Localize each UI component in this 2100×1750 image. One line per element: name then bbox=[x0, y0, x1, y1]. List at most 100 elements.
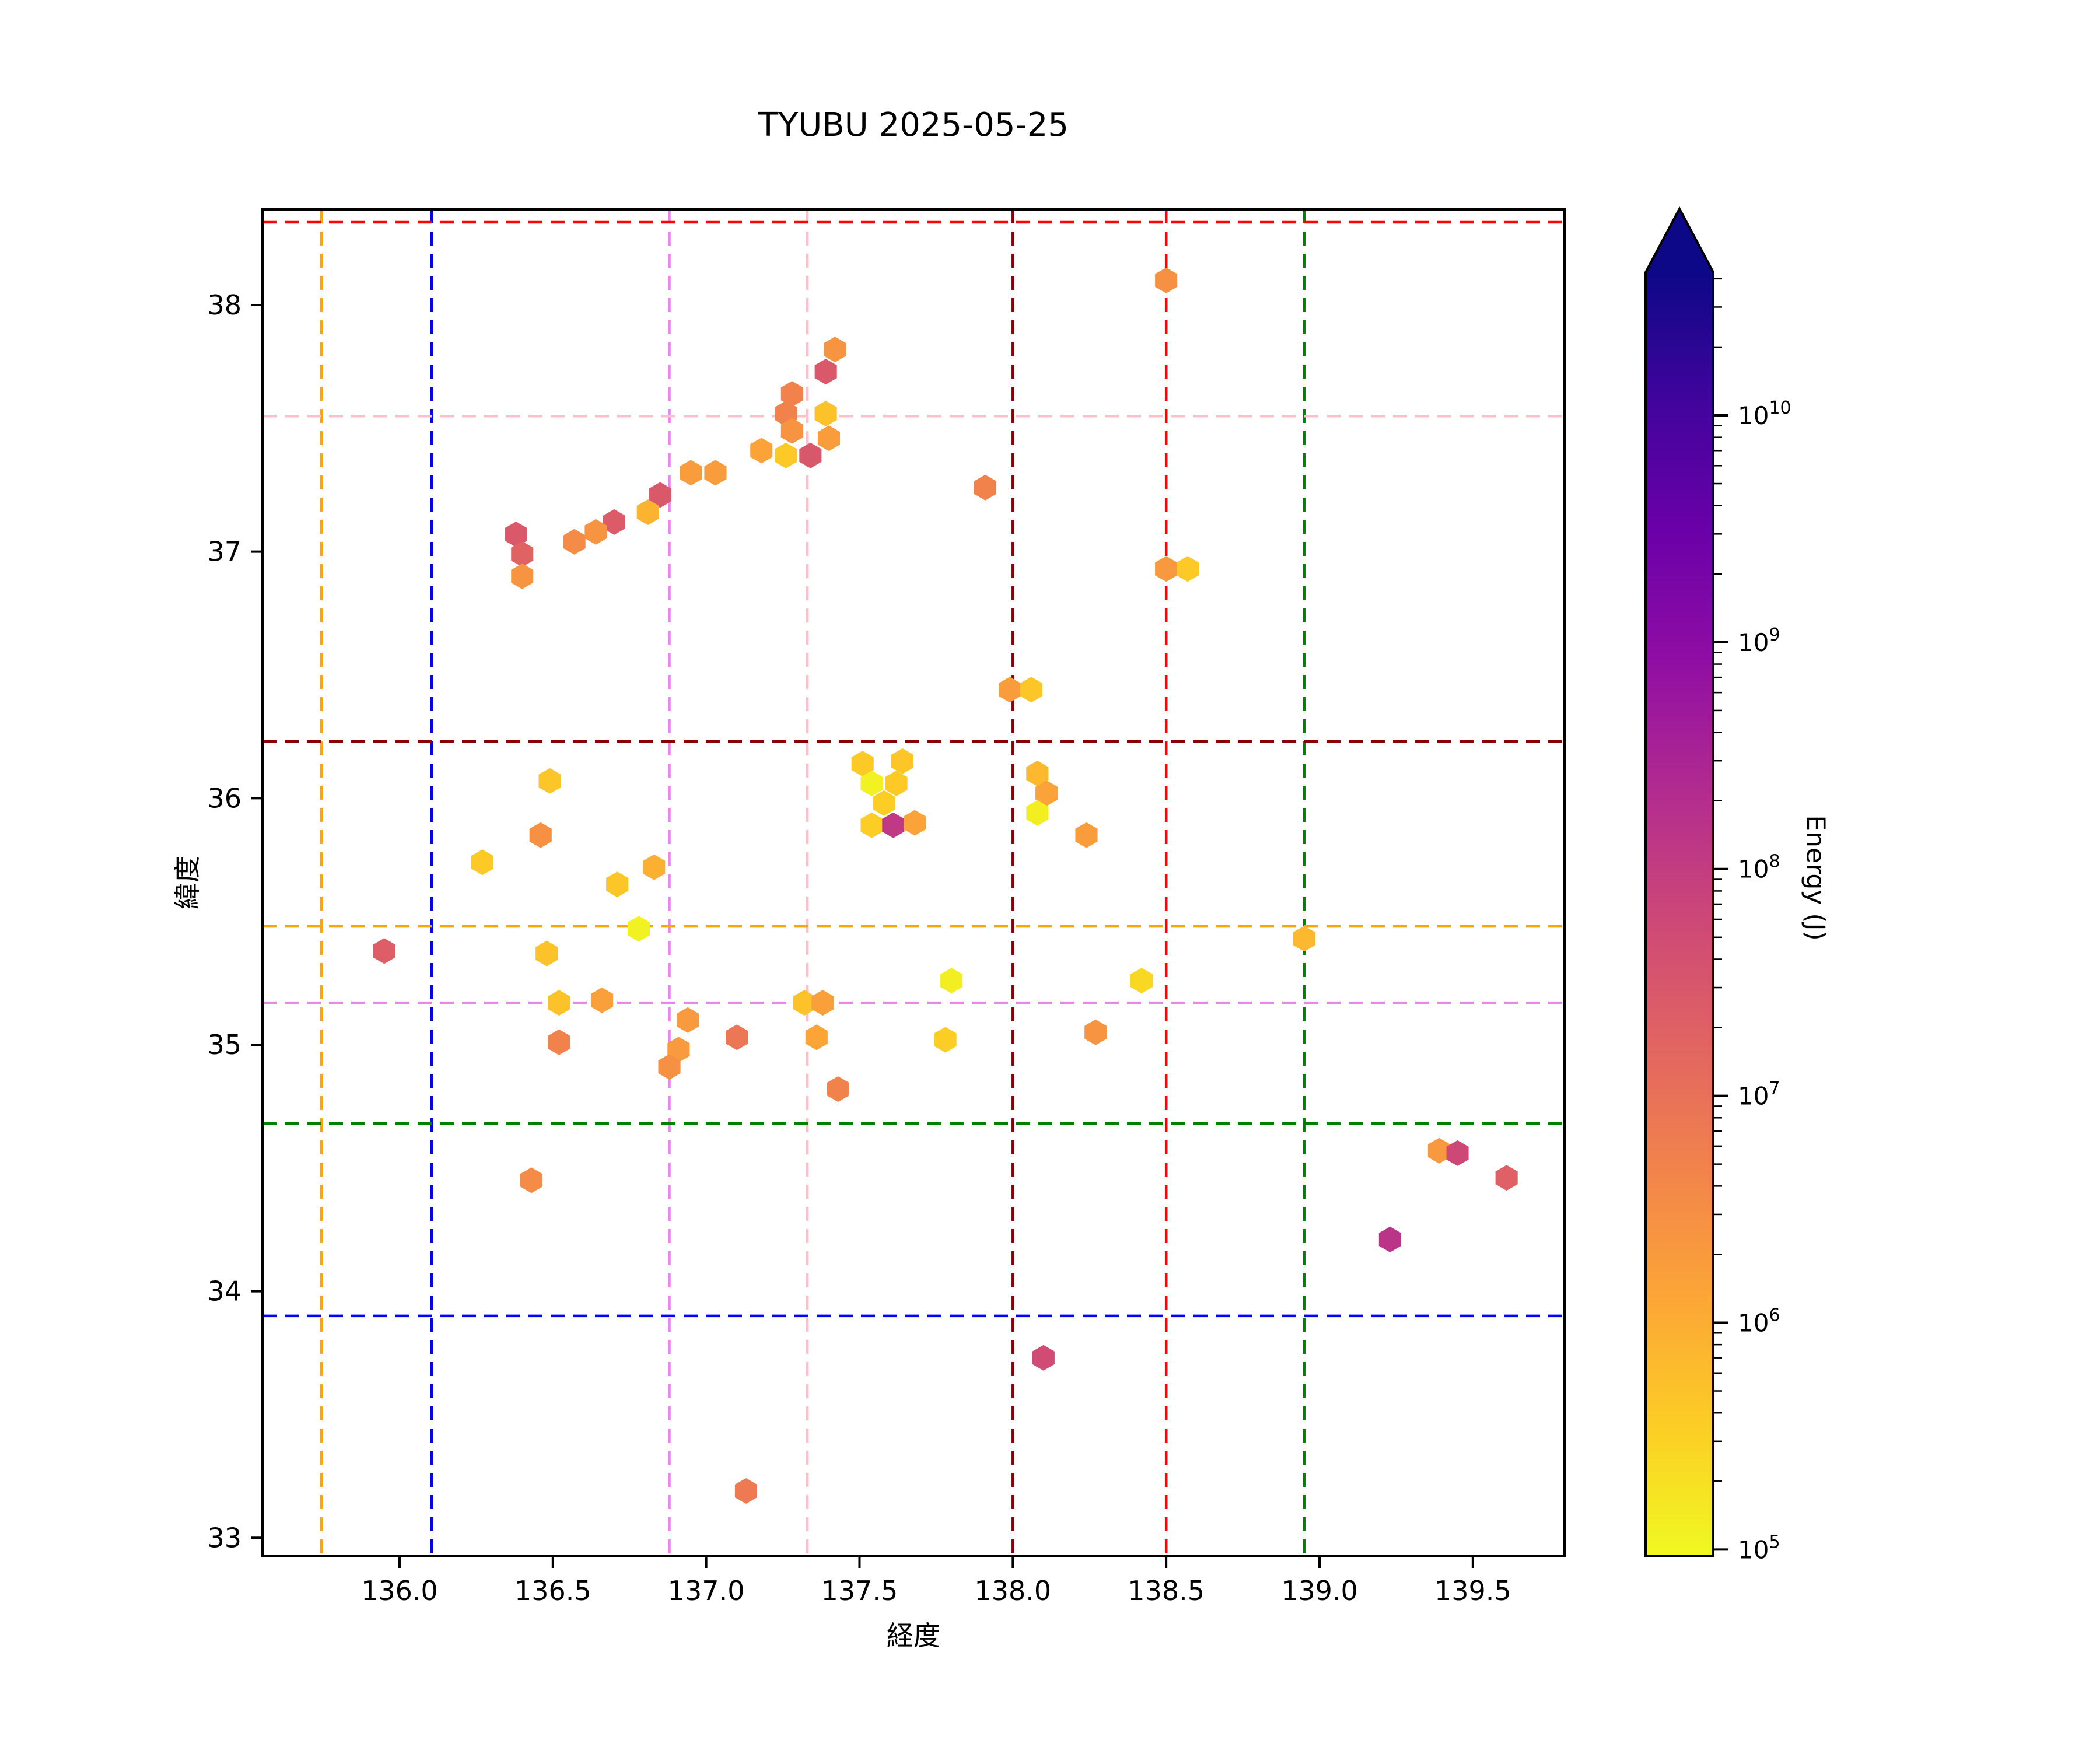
data-point-hexagon bbox=[1293, 926, 1315, 952]
x-tick-label: 136.0 bbox=[361, 1575, 438, 1606]
data-point-hexagon bbox=[750, 438, 773, 464]
x-tick-label: 138.5 bbox=[1128, 1575, 1205, 1606]
data-point-hexagon bbox=[1130, 968, 1153, 994]
colorbar-tick-label: 107 bbox=[1738, 1079, 1780, 1111]
data-point-hexagon bbox=[1427, 1138, 1451, 1164]
colorbar-bar bbox=[1646, 272, 1713, 1556]
data-point-hexagon bbox=[814, 401, 837, 426]
colorbar-tick-label: 1010 bbox=[1738, 398, 1791, 430]
data-point-hexagon bbox=[999, 677, 1021, 703]
data-point-hexagon bbox=[1155, 267, 1178, 293]
colorbar-tick-exponent: 9 bbox=[1769, 625, 1780, 645]
data-point-hexagon bbox=[511, 541, 534, 567]
x-tick-label: 136.5 bbox=[514, 1575, 592, 1606]
axes-frame bbox=[261, 208, 1566, 1558]
data-point-hexagon bbox=[934, 1027, 957, 1053]
data-point-hexagon bbox=[680, 460, 702, 486]
data-point-hexagon bbox=[658, 1054, 681, 1080]
data-point-hexagon bbox=[529, 822, 552, 848]
data-point-hexagon bbox=[590, 987, 613, 1013]
data-point-hexagon bbox=[811, 990, 834, 1016]
colorbar-extend-arrow bbox=[1646, 209, 1713, 272]
data-point-hexagon bbox=[520, 1167, 543, 1194]
data-point-hexagon bbox=[827, 1076, 849, 1102]
data-point-hexagon bbox=[505, 522, 527, 548]
data-point-hexagon bbox=[1026, 761, 1049, 786]
data-point-hexagon bbox=[726, 1024, 748, 1051]
data-point-hexagon bbox=[817, 425, 840, 452]
data-point-hexagon bbox=[643, 854, 666, 880]
data-point-hexagon bbox=[1032, 1345, 1055, 1371]
data-point-hexagon bbox=[704, 460, 727, 486]
y-tick-label: 34 bbox=[207, 1276, 242, 1307]
chart-title: TYUBU 2025-05-25 bbox=[758, 106, 1069, 144]
data-point-hexagon bbox=[563, 528, 586, 555]
data-point-hexagon bbox=[885, 771, 908, 796]
data-point-hexagon bbox=[1020, 677, 1042, 703]
y-tick-label: 38 bbox=[207, 289, 242, 321]
data-point-hexagon bbox=[882, 812, 905, 838]
colorbar-tick-exponent: 5 bbox=[1769, 1532, 1780, 1552]
y-axis-label: 緯度 bbox=[172, 856, 203, 909]
data-point-hexagon bbox=[1084, 1019, 1107, 1045]
data-point-hexagon bbox=[891, 748, 914, 774]
data-point-hexagon bbox=[805, 1024, 828, 1051]
data-point-hexagon bbox=[667, 1037, 690, 1063]
data-point-hexagon bbox=[636, 499, 659, 525]
data-point-hexagon bbox=[814, 359, 837, 385]
colorbar-tick-exponent: 6 bbox=[1769, 1305, 1780, 1325]
colorbar-tick-exponent: 7 bbox=[1769, 1079, 1780, 1099]
data-point-hexagon bbox=[471, 849, 494, 876]
data-point-hexagon bbox=[627, 916, 650, 942]
data-point-hexagon bbox=[677, 1007, 699, 1033]
data-point-hexagon bbox=[1446, 1140, 1469, 1166]
colorbar-tick-label: 108 bbox=[1738, 852, 1780, 884]
colorbar-tick-label: 106 bbox=[1738, 1305, 1780, 1337]
y-tick-label: 33 bbox=[207, 1522, 242, 1553]
x-tick-label: 139.0 bbox=[1281, 1575, 1358, 1606]
data-point-hexagon bbox=[1378, 1226, 1401, 1252]
data-point-hexagon bbox=[649, 482, 671, 508]
data-point-hexagon bbox=[536, 940, 558, 967]
data-point-hexagon bbox=[373, 938, 396, 964]
data-point-hexagon bbox=[606, 872, 629, 898]
y-tick-label: 37 bbox=[207, 536, 242, 568]
x-tick-label: 139.5 bbox=[1434, 1575, 1511, 1606]
x-axis-label: 経度 bbox=[887, 1620, 940, 1651]
data-point-hexagon bbox=[1075, 822, 1098, 848]
data-point-hexagon bbox=[940, 968, 963, 994]
data-point-hexagon bbox=[1035, 780, 1058, 806]
data-point-hexagon bbox=[793, 990, 816, 1016]
data-point-hexagon bbox=[511, 563, 534, 589]
data-point-hexagon bbox=[860, 771, 883, 796]
data-point-hexagon bbox=[1176, 556, 1199, 582]
data-point-hexagon bbox=[904, 810, 926, 836]
data-point-hexagon bbox=[1155, 556, 1178, 582]
data-point-hexagon bbox=[780, 418, 803, 444]
data-point-hexagon bbox=[548, 1029, 570, 1055]
data-point-hexagon bbox=[824, 337, 846, 363]
data-point-hexagon bbox=[860, 812, 883, 838]
colorbar-tick-exponent: 8 bbox=[1769, 852, 1780, 872]
data-point-hexagon bbox=[799, 442, 822, 468]
y-tick-label: 35 bbox=[207, 1029, 242, 1060]
data-point-hexagon bbox=[1026, 800, 1049, 826]
data-point-hexagon bbox=[974, 474, 997, 501]
colorbar-outline bbox=[1644, 206, 1714, 1558]
data-point-hexagon bbox=[538, 768, 561, 794]
data-point-hexagon bbox=[775, 442, 797, 468]
data-point-hexagon bbox=[603, 509, 625, 535]
x-tick-label: 138.0 bbox=[974, 1575, 1051, 1606]
data-point-hexagon bbox=[851, 751, 874, 777]
data-point-hexagon bbox=[873, 790, 895, 816]
y-tick-label: 36 bbox=[207, 782, 242, 814]
colorbar-tick-label: 105 bbox=[1738, 1532, 1780, 1564]
data-point-hexagon bbox=[1495, 1165, 1518, 1191]
data-point-hexagon bbox=[734, 1478, 757, 1504]
data-point-hexagon bbox=[584, 519, 607, 545]
data-point-hexagon bbox=[548, 990, 570, 1016]
data-point-hexagon bbox=[780, 381, 803, 407]
colorbar-label: Energy (J) bbox=[1800, 815, 1831, 941]
